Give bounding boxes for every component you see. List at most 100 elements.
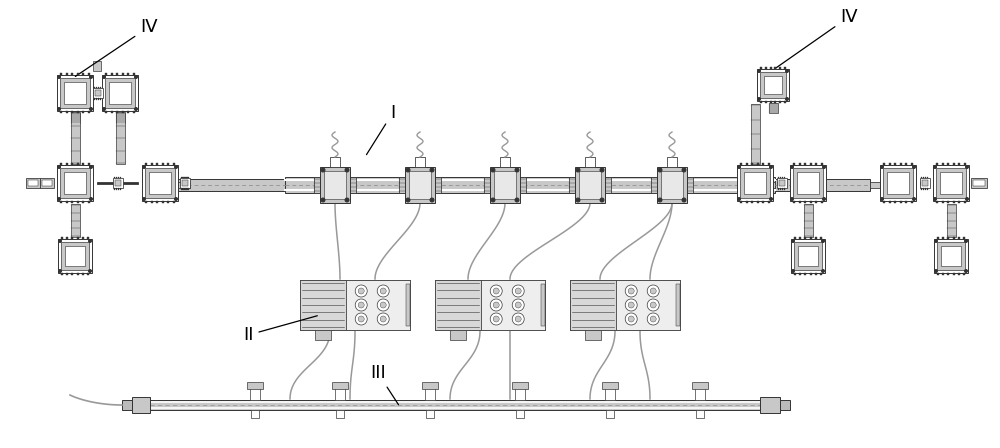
Bar xyxy=(740,163,742,165)
Bar xyxy=(88,163,90,165)
Bar xyxy=(315,330,331,340)
Bar xyxy=(739,182,775,188)
Circle shape xyxy=(355,299,367,311)
Circle shape xyxy=(58,270,62,272)
Circle shape xyxy=(491,168,495,172)
Circle shape xyxy=(682,198,686,202)
Bar xyxy=(66,73,68,75)
Circle shape xyxy=(430,198,434,202)
Bar xyxy=(585,330,601,340)
Bar xyxy=(28,180,38,186)
Circle shape xyxy=(406,168,410,172)
Bar xyxy=(757,201,759,203)
Circle shape xyxy=(628,302,634,308)
Bar xyxy=(122,73,124,75)
Bar xyxy=(778,177,779,178)
Bar xyxy=(746,201,748,203)
Bar xyxy=(541,284,545,326)
Bar xyxy=(116,73,118,75)
Bar xyxy=(102,75,138,111)
Bar xyxy=(66,237,68,239)
Bar xyxy=(250,388,260,400)
Bar xyxy=(60,73,62,75)
Circle shape xyxy=(380,302,386,308)
Bar xyxy=(187,177,189,178)
Bar xyxy=(784,188,785,190)
Bar xyxy=(765,67,767,69)
Bar xyxy=(804,237,806,239)
Bar xyxy=(905,163,907,165)
Bar xyxy=(775,179,870,191)
Bar xyxy=(94,98,95,99)
Bar xyxy=(821,201,823,203)
Bar xyxy=(695,388,705,400)
Bar xyxy=(520,177,526,193)
Bar xyxy=(64,82,86,104)
Bar xyxy=(58,239,92,273)
Bar xyxy=(93,61,101,71)
Bar xyxy=(324,171,346,199)
Bar xyxy=(82,111,84,113)
Circle shape xyxy=(770,198,772,201)
Circle shape xyxy=(576,198,580,202)
Bar xyxy=(494,171,516,199)
Bar xyxy=(156,201,158,203)
Bar xyxy=(87,237,89,239)
Bar xyxy=(60,168,90,198)
Bar xyxy=(570,280,616,330)
Bar xyxy=(784,67,786,69)
Circle shape xyxy=(321,198,325,202)
Circle shape xyxy=(58,108,60,111)
Bar xyxy=(183,188,185,190)
Text: IV: IV xyxy=(775,8,858,69)
Bar xyxy=(77,237,79,239)
Bar xyxy=(740,168,770,198)
Bar xyxy=(799,273,801,275)
Bar xyxy=(512,382,528,389)
Bar xyxy=(100,98,101,99)
Bar xyxy=(116,188,117,190)
Bar xyxy=(770,101,772,103)
Bar xyxy=(820,237,822,239)
Circle shape xyxy=(321,168,325,172)
Bar xyxy=(42,180,52,186)
Bar xyxy=(762,163,764,165)
Bar xyxy=(963,273,965,275)
Circle shape xyxy=(650,316,656,322)
Circle shape xyxy=(934,198,936,201)
Bar xyxy=(933,165,969,201)
Bar xyxy=(793,201,795,203)
Bar xyxy=(167,163,169,165)
Circle shape xyxy=(625,299,637,311)
Bar xyxy=(77,163,79,165)
Bar xyxy=(947,237,949,239)
Bar xyxy=(696,410,704,418)
Bar xyxy=(162,163,164,165)
Bar xyxy=(964,201,966,203)
Bar xyxy=(116,112,124,164)
Bar xyxy=(335,388,345,400)
Bar xyxy=(88,111,90,113)
Bar xyxy=(937,273,939,275)
Bar xyxy=(815,237,817,239)
Bar xyxy=(810,273,812,275)
Circle shape xyxy=(792,270,794,272)
Circle shape xyxy=(512,299,524,311)
Bar xyxy=(425,388,435,400)
Bar xyxy=(180,178,190,188)
Circle shape xyxy=(934,240,938,242)
Text: I: I xyxy=(366,104,395,155)
Bar xyxy=(921,188,922,190)
Circle shape xyxy=(790,198,794,201)
Bar xyxy=(880,165,916,201)
Bar xyxy=(925,188,926,190)
Bar xyxy=(922,180,928,186)
Circle shape xyxy=(515,198,519,202)
Bar xyxy=(336,410,344,418)
Bar xyxy=(71,73,73,75)
Bar xyxy=(100,86,101,88)
Bar xyxy=(661,171,683,199)
Circle shape xyxy=(964,270,968,272)
Bar xyxy=(435,177,441,193)
Bar xyxy=(883,163,885,165)
